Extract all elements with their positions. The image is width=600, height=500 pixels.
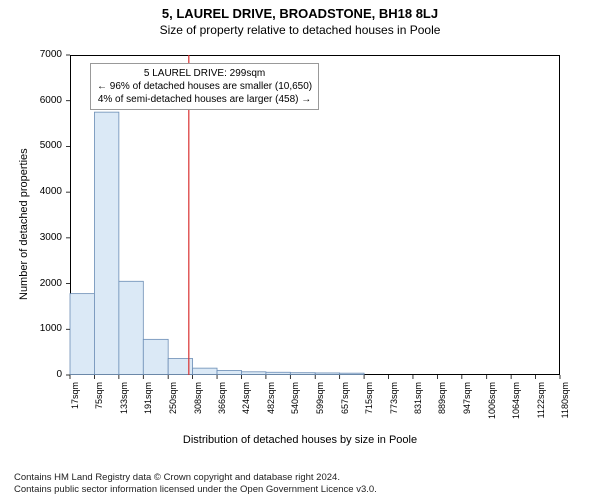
footer-attribution: Contains HM Land Registry data © Crown c… <box>14 472 377 496</box>
x-tick: 831sqm <box>413 382 423 422</box>
x-tick: 75sqm <box>94 382 104 422</box>
x-tick: 947sqm <box>462 382 472 422</box>
histogram-bar <box>217 370 241 374</box>
x-tick: 1180sqm <box>560 382 570 422</box>
x-axis-label: Distribution of detached houses by size … <box>0 434 600 446</box>
x-tick: 773sqm <box>389 382 399 422</box>
y-tick: 2000 <box>22 278 62 289</box>
annotation-line3: 4% of semi-detached houses are larger (4… <box>97 93 312 106</box>
x-tick: 250sqm <box>168 382 178 422</box>
histogram-bar <box>143 339 168 374</box>
annotation-box: 5 LAUREL DRIVE: 299sqm ← 96% of detached… <box>90 63 319 110</box>
x-tick: 133sqm <box>119 382 129 422</box>
x-tick: 1064sqm <box>511 382 521 422</box>
y-tick: 1000 <box>22 323 62 334</box>
y-tick: 5000 <box>22 140 62 151</box>
y-tick: 0 <box>22 369 62 380</box>
x-tick: 540sqm <box>290 382 300 422</box>
page-subtitle: Size of property relative to detached ho… <box>0 23 600 37</box>
x-tick: 308sqm <box>193 382 203 422</box>
x-tick: 889sqm <box>437 382 447 422</box>
x-tick: 482sqm <box>266 382 276 422</box>
annotation-line2: ← 96% of detached houses are smaller (10… <box>97 80 312 93</box>
histogram-bar <box>241 372 265 375</box>
x-tick: 366sqm <box>217 382 227 422</box>
y-tick: 6000 <box>22 95 62 106</box>
histogram-bar <box>315 373 339 375</box>
histogram-bar <box>70 294 94 375</box>
histogram-bar <box>340 373 364 374</box>
y-tick: 4000 <box>22 186 62 197</box>
x-tick: 191sqm <box>143 382 153 422</box>
y-tick: 3000 <box>22 232 62 243</box>
x-tick: 599sqm <box>315 382 325 422</box>
histogram-bar <box>193 368 217 374</box>
page-title: 5, LAUREL DRIVE, BROADSTONE, BH18 8LJ <box>0 6 600 21</box>
annotation-line1: 5 LAUREL DRIVE: 299sqm <box>97 67 312 80</box>
footer-line1: Contains HM Land Registry data © Crown c… <box>14 472 377 484</box>
histogram-bar <box>266 372 290 374</box>
histogram-bar <box>290 373 315 375</box>
x-tick: 17sqm <box>70 382 80 422</box>
x-tick: 1122sqm <box>536 382 546 422</box>
histogram-bar <box>119 281 143 374</box>
x-tick: 1006sqm <box>487 382 497 422</box>
x-tick: 715sqm <box>364 382 374 422</box>
histogram-bar <box>94 112 118 374</box>
footer-line2: Contains public sector information licen… <box>14 484 377 496</box>
x-tick: 424sqm <box>241 382 251 422</box>
x-tick: 657sqm <box>340 382 350 422</box>
y-tick: 7000 <box>22 49 62 60</box>
